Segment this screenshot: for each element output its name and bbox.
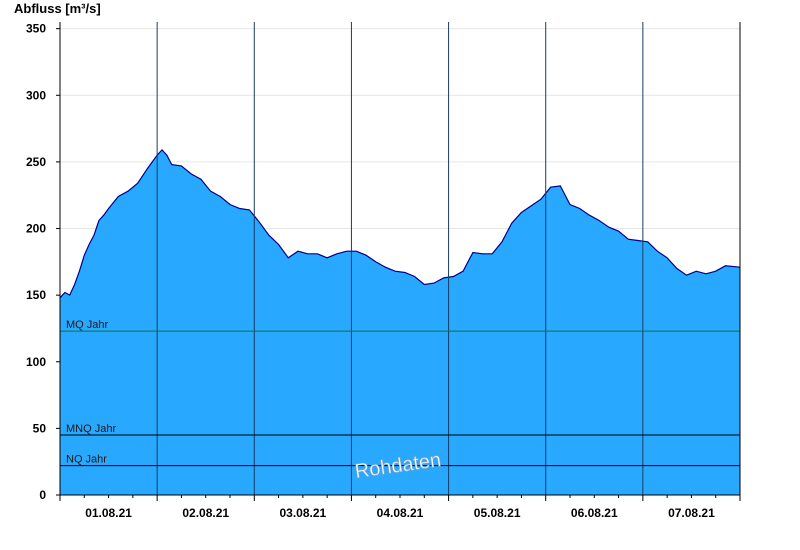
x-tick-label: 04.08.21 — [377, 506, 424, 520]
y-tick-label: 300 — [26, 88, 46, 102]
discharge-line — [59, 149, 741, 299]
y-tick-label: 50 — [33, 421, 47, 435]
x-tick-label: 07.08.21 — [668, 506, 715, 520]
reference-label: MNQ Jahr — [66, 423, 116, 435]
x-tick-label: 05.08.21 — [474, 506, 521, 520]
y-tick-label: 350 — [26, 22, 46, 36]
y-tick-label: 250 — [26, 155, 46, 169]
y-axis-title: Abfluss [m³/s] — [14, 1, 101, 16]
reference-label: MQ Jahr — [66, 319, 109, 331]
x-tick-label: 06.08.21 — [571, 506, 618, 520]
x-tick-label: 02.08.21 — [182, 506, 229, 520]
y-tick-label: 150 — [26, 288, 46, 302]
reference-label: NQ Jahr — [66, 454, 107, 466]
discharge-area — [60, 149, 740, 495]
y-tick-label: 100 — [26, 355, 46, 369]
x-tick-label: 01.08.21 — [85, 506, 132, 520]
y-tick-label: 200 — [26, 222, 46, 236]
x-tick-label: 03.08.21 — [279, 506, 326, 520]
y-tick-label: 0 — [39, 488, 46, 502]
